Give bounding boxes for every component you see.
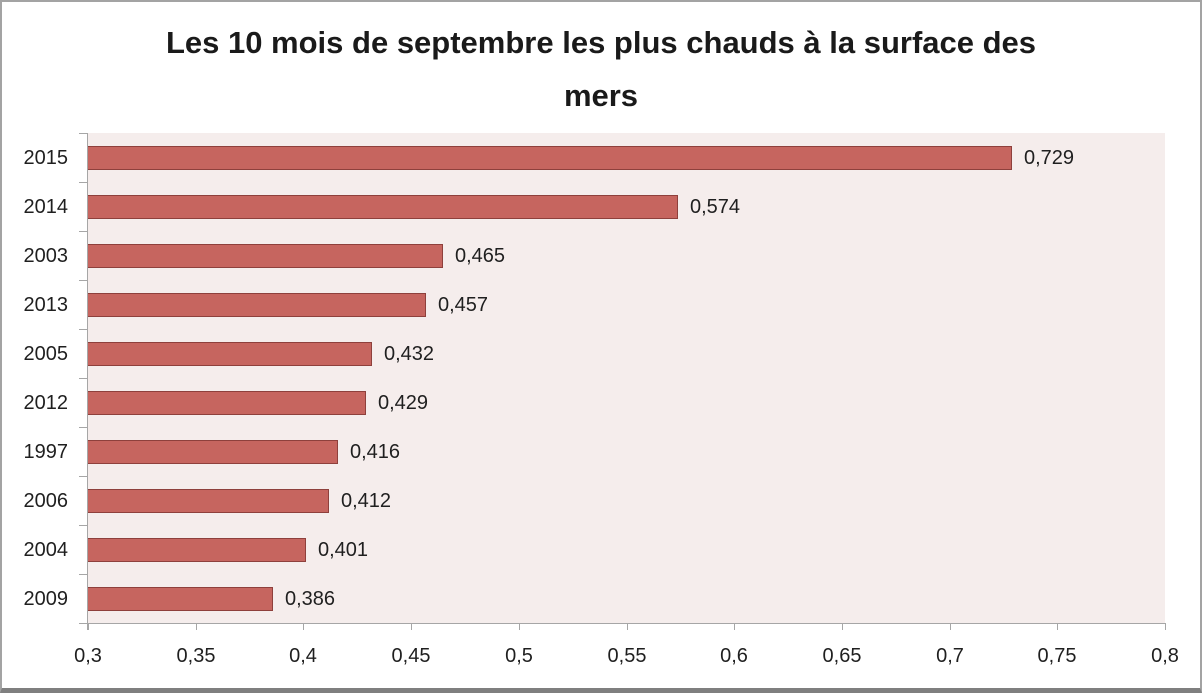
- x-axis-tick: [411, 623, 412, 630]
- y-axis-tick: [79, 329, 88, 330]
- x-axis-label-0,35: 0,35: [176, 645, 216, 667]
- x-axis-tick: [1165, 623, 1166, 630]
- y-axis-label-2003: 2003: [23, 245, 69, 267]
- bar-value-label-1997: 0,416: [350, 441, 401, 463]
- y-axis-label-1997: 1997: [23, 441, 69, 463]
- y-axis-tick: [79, 133, 88, 134]
- y-axis-tick: [79, 231, 88, 232]
- x-axis-label-0,45: 0,45: [391, 645, 431, 667]
- x-axis-label-0,6: 0,6: [720, 645, 748, 667]
- bar-2003: [88, 244, 443, 268]
- chart-title-line-1: Les 10 mois de septembre les plus chauds…: [165, 25, 1037, 60]
- bar-2005: [88, 342, 372, 366]
- bar-value-label-2009: 0,386: [285, 588, 336, 610]
- x-axis-label-0,65: 0,65: [822, 645, 862, 667]
- bar-value-label-2004: 0,401: [318, 539, 369, 561]
- x-axis-tick: [196, 623, 197, 630]
- y-axis-label-2009: 2009: [23, 588, 69, 610]
- x-axis-label-0,5: 0,5: [505, 645, 533, 667]
- x-axis-label-0,4: 0,4: [289, 645, 317, 667]
- y-axis-tick: [79, 427, 88, 428]
- y-axis-label-2006: 2006: [23, 490, 69, 512]
- chart-title-line-2: mers: [563, 78, 639, 113]
- bar-2013: [88, 293, 426, 317]
- y-axis-tick: [79, 623, 88, 624]
- bar-2012: [88, 391, 366, 415]
- y-axis-label-2015: 2015: [23, 147, 69, 169]
- y-axis-tick: [79, 476, 88, 477]
- x-axis-tick: [734, 623, 735, 630]
- bar-value-label-2003: 0,465: [455, 245, 506, 267]
- bar-2004: [88, 538, 306, 562]
- x-axis-label-0,55: 0,55: [607, 645, 647, 667]
- bar-value-label-2015: 0,729: [1024, 147, 1075, 169]
- bar-value-label-2014: 0,574: [690, 196, 741, 218]
- plot-region: 0,729 0,574 0,465 0,457 0,432 0,429 0,416 0,412…: [24, 133, 1179, 667]
- x-axis-tick: [519, 623, 520, 630]
- bar-1997: [88, 440, 338, 464]
- bar-value-label-2012: 0,429: [378, 392, 429, 414]
- x-axis-label-0,8: 0,8: [1151, 645, 1179, 667]
- x-axis-tick: [1057, 623, 1058, 630]
- y-axis-tick: [79, 574, 88, 575]
- y-axis-label-2014: 2014: [23, 196, 69, 218]
- bar-2014: [88, 195, 678, 219]
- y-axis-label-2013: 2013: [23, 294, 69, 316]
- y-axis-tick: [79, 525, 88, 526]
- y-axis-label-2005: 2005: [23, 343, 69, 365]
- chart-title: Les 10 mois de septembre les plus chauds…: [2, 16, 1200, 122]
- x-axis-tick: [303, 623, 304, 630]
- y-axis-tick: [79, 182, 88, 183]
- x-axis-tick: [950, 623, 951, 630]
- y-axis-tick: [79, 280, 88, 281]
- x-axis-label-0,3: 0,3: [74, 645, 102, 667]
- x-axis-tick: [627, 623, 628, 630]
- x-axis-line: [87, 623, 1165, 624]
- y-axis-label-2012: 2012: [23, 392, 69, 414]
- bar-2015: [88, 146, 1012, 170]
- x-axis-label-0,75: 0,75: [1037, 645, 1077, 667]
- bar-2009: [88, 587, 273, 611]
- x-axis-tick: [88, 623, 89, 630]
- y-axis-label-2004: 2004: [23, 539, 69, 561]
- x-axis-label-0,7: 0,7: [936, 645, 964, 667]
- y-axis-tick: [79, 378, 88, 379]
- bar-value-label-2005: 0,432: [384, 343, 435, 365]
- y-axis-line: [87, 133, 88, 630]
- bar-2006: [88, 489, 329, 513]
- x-axis-tick: [842, 623, 843, 630]
- bar-value-label-2013: 0,457: [438, 294, 489, 316]
- plot-area: 0,729 0,574 0,465 0,457 0,432 0,429 0,416 0,412…: [88, 133, 1165, 623]
- bar-value-label-2006: 0,412: [341, 490, 392, 512]
